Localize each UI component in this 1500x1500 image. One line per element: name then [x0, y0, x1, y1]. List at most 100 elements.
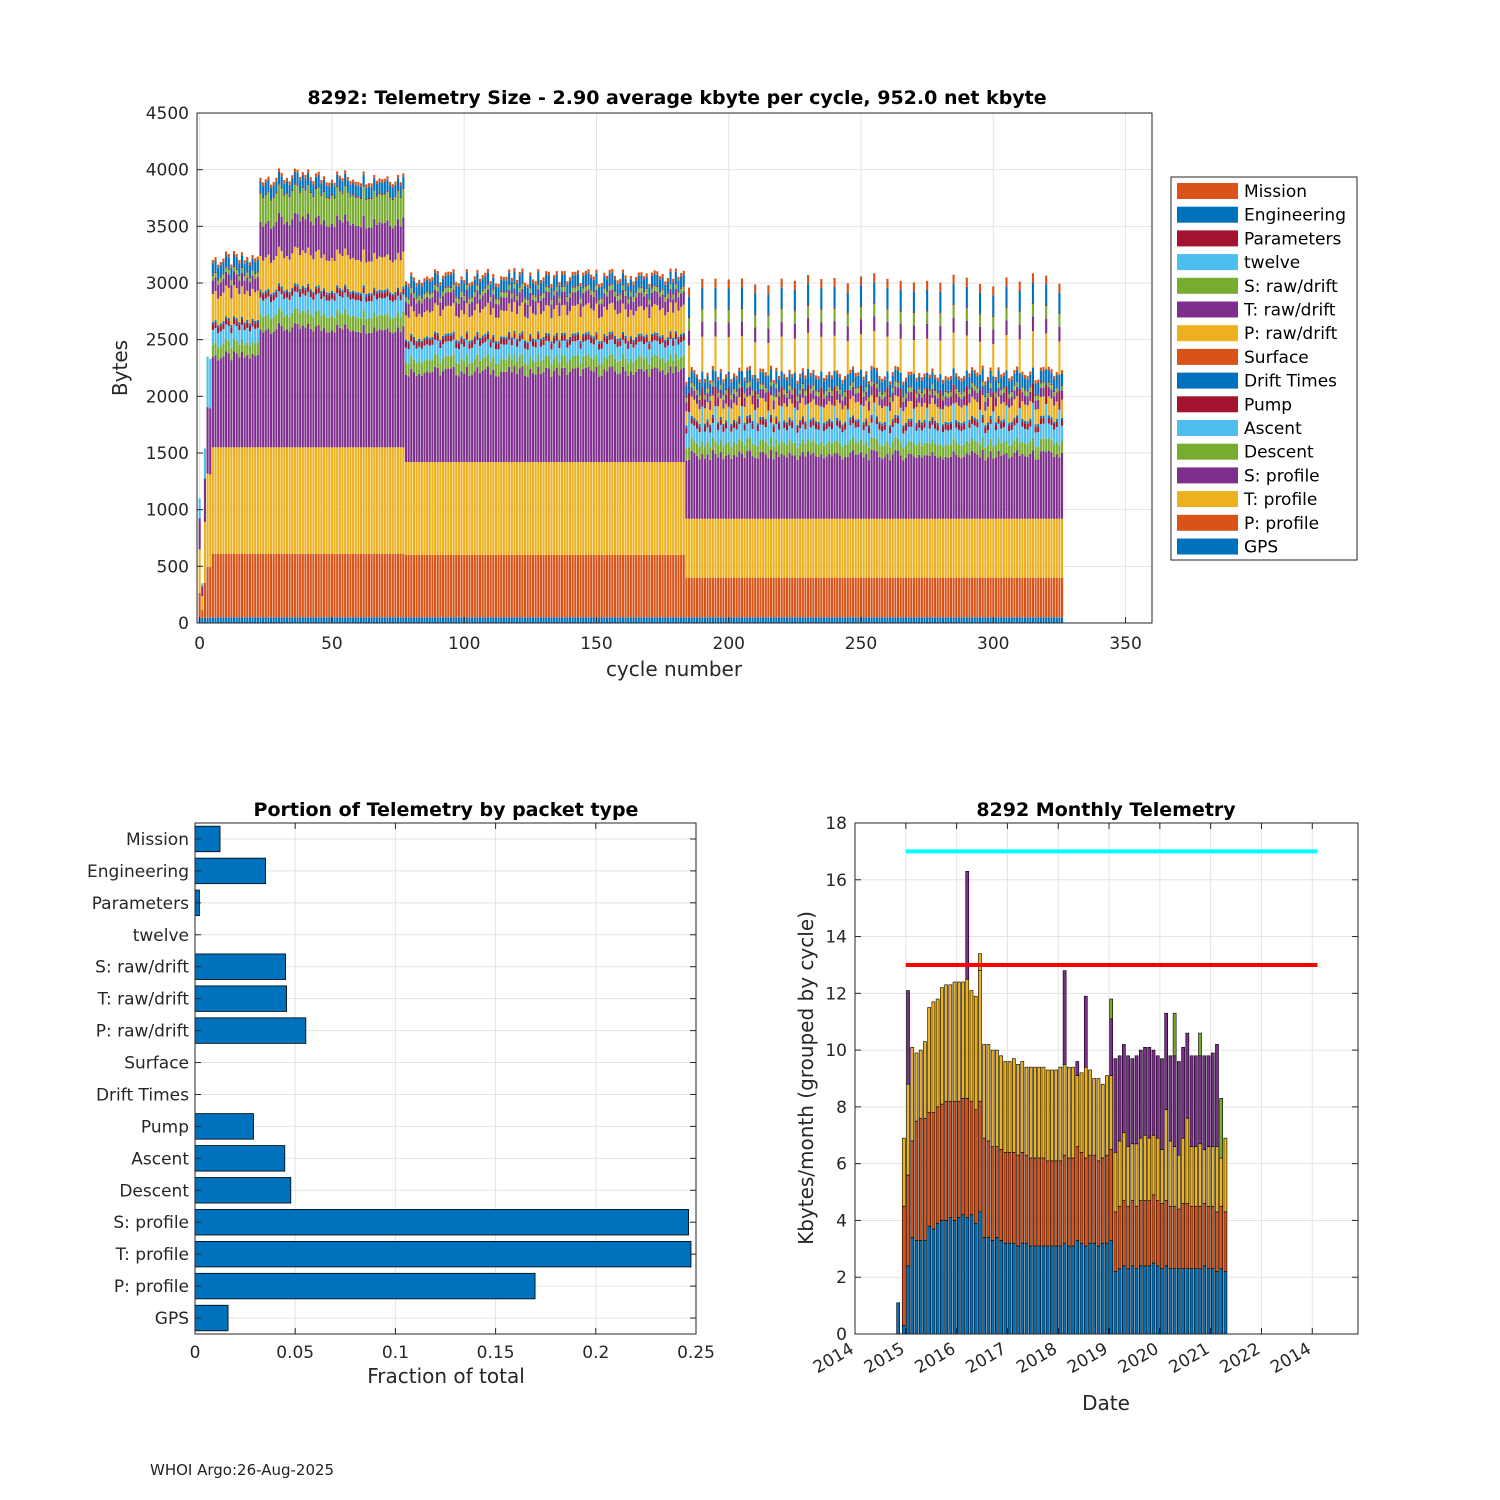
- br-bar-5-seg1: [923, 1117, 927, 1241]
- top-bar-c265-mission: [899, 280, 902, 290]
- top-bar-c12-p_profile: [230, 553, 233, 618]
- top-bar-c203-gps: [735, 617, 738, 623]
- top-bar-c68-descent: [378, 314, 381, 330]
- top-bar-c315-descent: [1031, 437, 1035, 451]
- top-bar-c102-pump: [468, 343, 471, 349]
- top-bar-c151-drift_times: [598, 341, 601, 344]
- top-bar-c48-t_raw: [325, 226, 328, 261]
- top-bar-c44-p_raw: [314, 251, 318, 287]
- br-bar-10-seg1: [944, 1100, 948, 1221]
- top-bar-c169-ascent: [645, 342, 648, 358]
- top-bar-c185-pump: [687, 392, 691, 413]
- top-bar-c167-p_raw: [640, 306, 643, 334]
- top-bar-c198-s_raw: [722, 395, 725, 400]
- legend-label-p_raw: P: raw/drift: [1244, 324, 1338, 344]
- top-bar-c30-p_raw: [277, 246, 281, 284]
- top-bar-c53-pump: [338, 290, 341, 297]
- top-bar-c149-parameters: [592, 291, 595, 293]
- top-bar-c225-descent: [793, 442, 796, 456]
- br-bar-7-seg2: [931, 1001, 936, 1113]
- top-bar-c135-pump: [555, 335, 558, 341]
- top-bar-c58-drift_times: [352, 290, 355, 294]
- top-bar-c319-s_profile: [1042, 450, 1045, 519]
- top-bar-c231-p_raw: [809, 402, 812, 420]
- top-bar-c262-parameters: [891, 386, 894, 388]
- top-bar-c128-pump: [537, 333, 540, 340]
- top-bar-c188-engineering: [695, 377, 699, 390]
- top-bar-c15-parameters: [238, 274, 241, 277]
- top-bar-c181-pump: [677, 338, 680, 345]
- top-bar-c220-engineering: [780, 287, 783, 309]
- top-bar-c31-mission: [280, 172, 283, 177]
- top-bar-c79-s_profile: [407, 376, 410, 463]
- top-bar-c284-gps: [949, 617, 953, 623]
- br-bar-11-seg0: [948, 1217, 953, 1335]
- top-bar-c311-s_raw: [1021, 387, 1024, 393]
- top-bar-c221-parameters: [783, 388, 786, 390]
- top-bar-c190-engineering: [701, 287, 704, 309]
- top-bar-c157-ascent: [613, 343, 617, 359]
- top-bar-c39-s_profile: [301, 325, 304, 448]
- top-bar-c210-engineering: [754, 293, 757, 314]
- top-bar-c182-ascent: [680, 342, 683, 357]
- top-bar-c65-t_raw: [370, 227, 373, 262]
- top-bar-c192-p_raw: [706, 402, 709, 420]
- top-bar-c268-s_raw: [907, 387, 910, 393]
- top-bar-c92-parameters: [441, 290, 445, 292]
- top-bar-c307-p_profile: [1010, 577, 1013, 618]
- top-bar-c82-gps: [415, 617, 418, 623]
- br-bar-36-seg2: [1054, 1069, 1058, 1162]
- top-bar-c201-ascent: [730, 431, 733, 447]
- top-bar-c49-ascent: [328, 300, 331, 318]
- top-bar-c90-drift_times: [436, 332, 439, 336]
- top-bar-c46-pump: [320, 293, 323, 299]
- top-bar-c14-drift_times: [235, 318, 238, 321]
- top-bar-c214-engineering: [764, 375, 767, 387]
- top-bar-c276-drift_times: [928, 420, 931, 424]
- top-bar-c59-p_profile: [354, 553, 357, 618]
- top-bar-c47-s_profile: [322, 328, 326, 448]
- top-bar-c33-p_raw: [285, 256, 289, 290]
- top-bar-c288-p_raw: [960, 407, 963, 424]
- top-bar-c132-drift_times: [547, 333, 550, 336]
- top-bar-c303-gps: [1000, 617, 1003, 623]
- top-bar-c243-t_raw: [841, 400, 844, 410]
- top-bar-c275-t_profile: [926, 518, 929, 578]
- top-bar-c319-descent: [1042, 438, 1045, 451]
- top-bar-c71-pump: [386, 290, 389, 297]
- top-bar-c248-t_raw: [854, 393, 857, 403]
- top-bar-c313-drift_times: [1026, 421, 1029, 424]
- top-bar-c221-engineering: [783, 377, 786, 389]
- top-bar-c301-ascent: [994, 430, 997, 445]
- top-bar-c122-engineering: [521, 271, 524, 284]
- top-bar-c12-s_profile: [230, 360, 233, 448]
- top-bar-c169-t_raw: [645, 293, 648, 308]
- top-bar-c218-s_profile: [775, 451, 778, 519]
- top-bar-c299-s_raw: [989, 383, 992, 388]
- top-bar-c256-engineering: [875, 371, 878, 383]
- top-bar-c244-t_raw: [844, 396, 847, 406]
- top-bar-c68-ascent: [378, 297, 381, 315]
- top-bar-c126-descent: [531, 361, 535, 374]
- top-bar-c22-parameters: [256, 271, 259, 273]
- top-bar-c5-p_raw: [211, 293, 214, 323]
- top-bar-c231-drift_times: [809, 419, 812, 422]
- br-bar-34-seg2: [1045, 1069, 1050, 1162]
- top-bar-c224-s_raw: [791, 389, 794, 395]
- top-bar-c214-ascent: [764, 427, 767, 442]
- br-bar-45-seg1: [1092, 1154, 1097, 1244]
- top-bar-c286-ascent: [955, 427, 958, 443]
- top-bar-c297-s_profile: [984, 460, 987, 519]
- top-bar-c190-s_profile: [701, 454, 704, 519]
- top-bar-c248-drift_times: [854, 419, 857, 422]
- top-bar-c244-ascent: [844, 429, 847, 445]
- top-bar-c172-p_profile: [653, 555, 656, 618]
- top-bar-c32-drift_times: [283, 290, 286, 294]
- top-bar-c58-mission: [352, 179, 355, 183]
- top-bar-c55-ascent: [344, 292, 347, 310]
- top-bar-c294-s_profile: [976, 454, 979, 519]
- top-bar-c201-engineering: [730, 382, 733, 394]
- top-bar-c200-s_profile: [727, 454, 730, 519]
- top-bar-c137-t_raw: [561, 291, 564, 306]
- top-bar-c183-p_profile: [682, 555, 685, 618]
